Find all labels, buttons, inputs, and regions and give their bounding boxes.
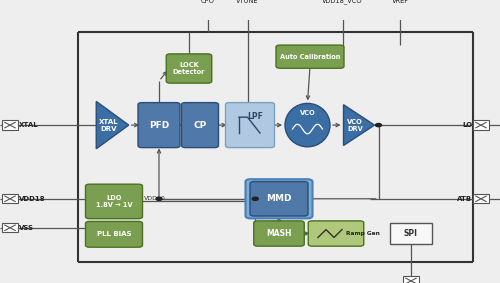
Text: ATB: ATB — [458, 196, 472, 202]
Text: XTAL: XTAL — [19, 122, 38, 128]
Circle shape — [156, 197, 162, 200]
Polygon shape — [96, 101, 129, 149]
Text: PLL BIAS: PLL BIAS — [97, 231, 131, 237]
Text: VDD10: VDD10 — [144, 196, 166, 201]
Text: Auto Calibration: Auto Calibration — [280, 54, 340, 60]
Text: SPI: SPI — [404, 229, 418, 238]
Text: LOCK
Detector: LOCK Detector — [173, 62, 205, 75]
Polygon shape — [344, 105, 374, 145]
Text: LDO
1.8V → 1V: LDO 1.8V → 1V — [96, 195, 132, 208]
Bar — [240, 9, 256, 18]
Bar — [334, 9, 350, 18]
FancyBboxPatch shape — [86, 184, 142, 219]
FancyBboxPatch shape — [250, 182, 308, 216]
FancyBboxPatch shape — [226, 103, 274, 148]
Text: VDD18_VCO: VDD18_VCO — [322, 0, 363, 4]
Bar — [2, 223, 18, 232]
FancyBboxPatch shape — [276, 45, 344, 68]
Text: VDD18: VDD18 — [19, 196, 46, 202]
FancyBboxPatch shape — [390, 223, 432, 244]
FancyBboxPatch shape — [246, 179, 312, 218]
FancyBboxPatch shape — [254, 221, 304, 246]
FancyBboxPatch shape — [86, 221, 142, 247]
FancyBboxPatch shape — [308, 221, 364, 246]
Bar — [2, 194, 18, 203]
FancyBboxPatch shape — [182, 103, 218, 148]
Ellipse shape — [285, 103, 330, 147]
Text: MASH: MASH — [266, 229, 292, 238]
Text: CPO: CPO — [200, 0, 214, 4]
Circle shape — [376, 123, 382, 127]
Bar — [403, 276, 419, 283]
Bar — [2, 121, 18, 130]
Text: VCO: VCO — [300, 110, 316, 116]
Text: XTAL
DRV: XTAL DRV — [99, 119, 118, 132]
Bar — [473, 194, 489, 203]
Text: PFD: PFD — [149, 121, 169, 130]
Bar — [200, 9, 216, 18]
Text: LPF: LPF — [247, 112, 263, 121]
Text: VCO
DRV: VCO DRV — [348, 119, 363, 132]
Text: VSS: VSS — [19, 225, 34, 231]
Text: CP: CP — [194, 121, 206, 130]
FancyBboxPatch shape — [138, 103, 180, 148]
Text: LO: LO — [462, 122, 472, 128]
Bar — [392, 9, 408, 18]
Bar — [473, 121, 489, 130]
Circle shape — [252, 197, 258, 200]
Text: Ramp Gen: Ramp Gen — [346, 231, 380, 236]
Text: VTUNE: VTUNE — [236, 0, 259, 4]
Text: VREF: VREF — [392, 0, 408, 4]
Text: MMD: MMD — [266, 194, 292, 203]
FancyBboxPatch shape — [166, 54, 212, 83]
